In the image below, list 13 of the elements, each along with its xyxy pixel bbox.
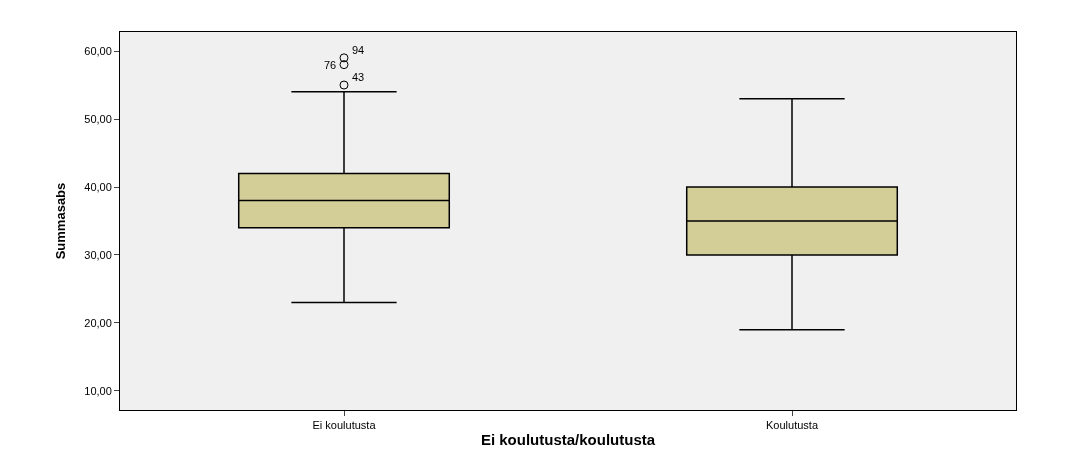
x-tick-label: Ei koulutusta <box>312 419 377 432</box>
y-tick-label: 10,00 <box>84 384 112 397</box>
annotation: 43 <box>352 71 365 83</box>
x-tick-label: Koulutusta <box>766 419 819 432</box>
y-tick-label: 30,00 <box>84 248 112 261</box>
y-tick-label: 20,00 <box>84 316 112 329</box>
y-tick-label: 60,00 <box>84 44 112 57</box>
y-tick-label: 50,00 <box>84 112 112 125</box>
annotation: 94 <box>352 44 365 56</box>
y-axis-title: Summasabs <box>53 182 69 260</box>
x-axis-title: Ei koulutusta/koulutusta <box>480 431 656 449</box>
annotation: 76 <box>324 59 337 71</box>
y-tick-label: 40,00 <box>84 180 112 193</box>
